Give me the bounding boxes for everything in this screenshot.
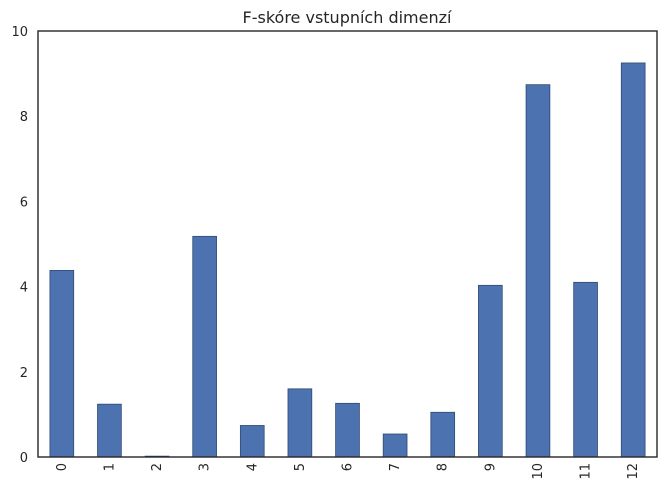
x-tick-label: 11 xyxy=(579,463,594,480)
x-tick-label: 5 xyxy=(293,463,308,471)
bar-0 xyxy=(49,270,75,458)
bar-1 xyxy=(97,403,122,458)
bars-group xyxy=(49,62,646,458)
bar-10 xyxy=(525,84,551,458)
y-tick-label: 0 xyxy=(20,451,28,466)
bar-6 xyxy=(335,402,360,458)
x-tick-label: 3 xyxy=(198,463,213,471)
bar-7 xyxy=(382,433,408,458)
y-tick-label: 10 xyxy=(11,25,28,40)
bar-8 xyxy=(430,411,456,458)
x-tick-label: 10 xyxy=(531,463,546,480)
bar-3 xyxy=(192,235,217,458)
x-tick-label: 9 xyxy=(483,463,498,471)
x-tick-label: 7 xyxy=(388,463,403,471)
x-tick-label: 12 xyxy=(626,463,641,480)
bar-12 xyxy=(620,62,646,458)
y-tick-label: 6 xyxy=(20,195,28,210)
bar-4 xyxy=(239,425,265,458)
chart-title: F-skóre vstupních dimenzí xyxy=(243,8,453,27)
bar-5 xyxy=(287,388,313,458)
x-tick-label: 0 xyxy=(55,463,70,471)
plot-frame xyxy=(37,30,658,458)
bar-11 xyxy=(573,281,598,458)
y-tick-label: 8 xyxy=(20,110,28,125)
y-tick-label: 4 xyxy=(20,281,28,296)
x-tick-label: 8 xyxy=(436,463,451,471)
bar-9 xyxy=(478,284,503,458)
x-tick-label: 2 xyxy=(150,463,165,471)
x-axis: 0 1 2 3 4 5 6 7 8 9 10 11 12 xyxy=(55,463,641,480)
x-tick-label: 1 xyxy=(102,463,117,471)
y-tick-label: 2 xyxy=(20,366,28,381)
x-tick-label: 4 xyxy=(245,463,260,471)
x-tick-label: 6 xyxy=(341,463,356,471)
y-axis: 0 2 4 6 8 10 xyxy=(11,25,28,466)
